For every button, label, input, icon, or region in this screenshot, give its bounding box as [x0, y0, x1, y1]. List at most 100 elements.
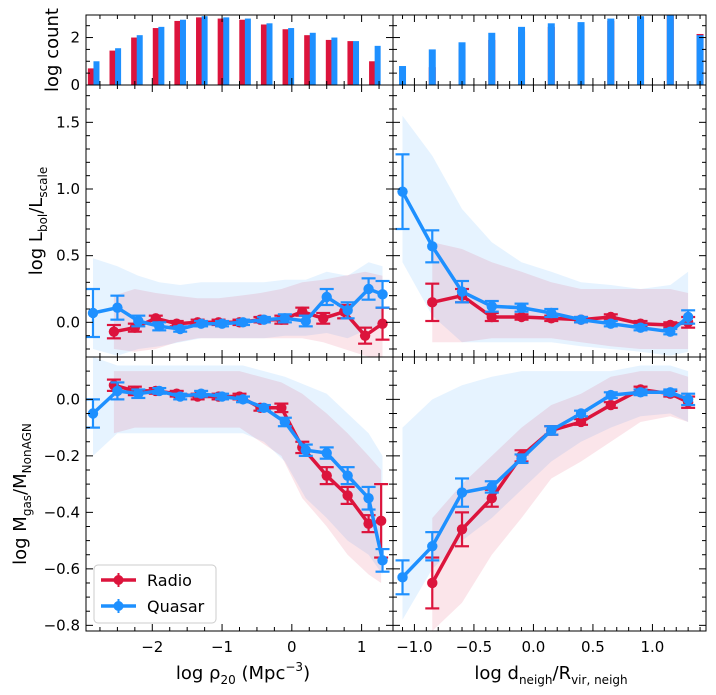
mgas-y-axis-label: log Mgas/MNonAGN — [10, 423, 34, 565]
mgas-right-quasar-series-point — [575, 408, 587, 419]
mgas-left-radio-band — [113, 371, 382, 583]
lbol-right-quasar-series-point — [427, 241, 438, 252]
mgas-left-quasar-series-point — [342, 470, 353, 481]
lbol-left-quasar-series-point — [154, 321, 165, 332]
lbol-left-quasar-series-point — [377, 289, 388, 300]
lbol-ylabel-sub1: bol — [36, 214, 50, 232]
mgas-right-radio-series-point — [486, 493, 497, 504]
lbol-left-quasar-series-point — [112, 302, 123, 313]
mgas-left-radio-series-point — [363, 518, 374, 529]
xlabel-right-main: log d — [474, 663, 519, 684]
lbol-left-y-tick-label: 0.0 — [56, 313, 80, 331]
mgas-ylabel-sub2: NonAGN — [20, 423, 34, 473]
xlabel-left-end: ) — [303, 663, 310, 684]
lbol-right-quasar-series-point — [456, 286, 468, 297]
mgas-right-x-tick-label: −1.0 — [396, 638, 432, 656]
hist-left-quasar-bar — [136, 35, 143, 85]
hist-right-quasar-bar — [607, 18, 615, 85]
mgas-right-radio-series-point — [456, 524, 468, 535]
xlabel-left-unit: (Mpc — [236, 663, 286, 684]
lbol-left-quasar-series-point — [342, 305, 353, 316]
mgas-left-y-tick-label: −0.2 — [44, 447, 80, 465]
hist-left-quasar-bar — [179, 19, 186, 85]
mgas-left-quasar-series-point — [258, 402, 270, 414]
mgas-right-quasar-series-point — [486, 481, 497, 493]
hist-left-radio-bar — [131, 37, 138, 85]
lbol-left-quasar-series-point — [216, 318, 228, 329]
hist-left-radio-bar — [304, 35, 311, 85]
mgas-right-radio-band — [432, 371, 689, 631]
mgas-left-quasar-series-point — [154, 385, 165, 397]
mgas-right-quasar-series-point — [635, 387, 646, 398]
hist-left-radio-bar — [239, 19, 246, 85]
mgas-left-quasar-series-point — [195, 388, 207, 399]
hist-left-quasar-bar — [223, 17, 230, 85]
mgas-ylabel-sub1: gas — [20, 495, 34, 516]
lbol-y-axis-label: log Lbol/Lscale — [26, 167, 50, 276]
histogram-left — [87, 16, 381, 85]
hist-left-radio-bar — [174, 20, 181, 85]
hist-left-quasar-bar — [266, 23, 273, 85]
mgas-left-quasar-series — [86, 381, 390, 573]
lbol-right-quasar-series-point — [397, 186, 408, 197]
hist-right-quasar-bar — [696, 35, 704, 85]
lbol-right-quasar-series-point — [682, 311, 694, 323]
mgas-left-y-tick-label: −0.8 — [44, 616, 80, 634]
hist-right-quasar-bar — [637, 16, 645, 85]
legend-radio-label: Radio — [147, 571, 192, 590]
x-axis-label-left: log ρ20 (Mpc−3) — [176, 660, 310, 687]
hist-left-radio-bar — [196, 17, 203, 85]
hist-left-quasar-bar — [288, 28, 295, 85]
hist-y-axis-label: log count — [42, 8, 63, 92]
mgas-right-quasar-series-point — [665, 387, 676, 398]
lbol-left-radio-series-point — [108, 326, 120, 337]
hist-left-quasar-bar — [374, 45, 381, 85]
hist-left-y-tick-label: 0 — [70, 76, 80, 94]
hist-right-quasar-bar — [428, 49, 436, 85]
histogram-right — [399, 15, 704, 85]
mgas-left-quasar-series-point — [237, 394, 249, 405]
lbol-left-radio-series-point — [377, 318, 388, 329]
hist-left-radio-bar — [260, 24, 267, 85]
hist-right-quasar-bar — [666, 15, 674, 85]
lbol-ylabel-main: log L — [26, 232, 47, 275]
mgas-left-quasar-series-point — [363, 493, 374, 504]
mgas-right-x-tick-label: 0.5 — [581, 638, 605, 656]
lbol-left-quasar-series-point — [279, 313, 291, 324]
hist-left-quasar-bar — [353, 41, 360, 85]
mgas-right-quasar-series-point — [397, 572, 408, 583]
lbol-right-quasar-series-point — [546, 307, 557, 319]
lbol-left-quasar-series-point — [87, 307, 99, 319]
lbol-left-quasar-series-point — [174, 323, 186, 335]
lbol-left-quasar-series-point — [300, 315, 311, 327]
panel-frame-right-mgas — [392, 356, 707, 632]
hist-right-quasar-bar — [458, 42, 466, 85]
xlabel-left-main: log ρ — [176, 663, 221, 684]
hist-left-radio-bar — [347, 41, 354, 85]
mgas-ylabel-main: log M — [10, 516, 31, 565]
mgas-right-quasar-series-point — [546, 425, 557, 436]
mgas-left-quasar-band — [93, 357, 383, 575]
hist-left-quasar-bar — [309, 32, 316, 85]
hist-ylabel: log count — [42, 8, 63, 92]
lbol-right-radio-band — [432, 242, 689, 349]
lbol-right-quasar-series-point — [635, 322, 646, 333]
mgas-left-x-tick-label: 1 — [357, 638, 367, 656]
hist-left-quasar-bar — [244, 18, 251, 85]
lbol-left-y-tick-label: 1.0 — [56, 180, 80, 198]
hist-left-radio-bar — [87, 68, 94, 85]
lbol-left-radio-series-point — [359, 330, 371, 341]
mgas-right-x-tick-label: 1.0 — [641, 638, 665, 656]
lbol-left-radio-band — [113, 271, 383, 357]
mgas-right-quasar-series-point — [682, 394, 694, 405]
hist-left-radio-bar — [217, 18, 224, 85]
mgas-left-quasar-series-point — [377, 555, 388, 566]
mgas-left-quasar-series-point — [87, 408, 99, 419]
mgas-left-radio-series-point — [375, 515, 387, 527]
legend: Radio Quasar — [93, 564, 217, 624]
legend-radio-marker — [113, 575, 124, 585]
lbol-right-radio-series-point — [427, 297, 438, 308]
mgas-right-radio-series-point — [605, 399, 616, 411]
mgas-right-quasar-series — [395, 387, 696, 596]
